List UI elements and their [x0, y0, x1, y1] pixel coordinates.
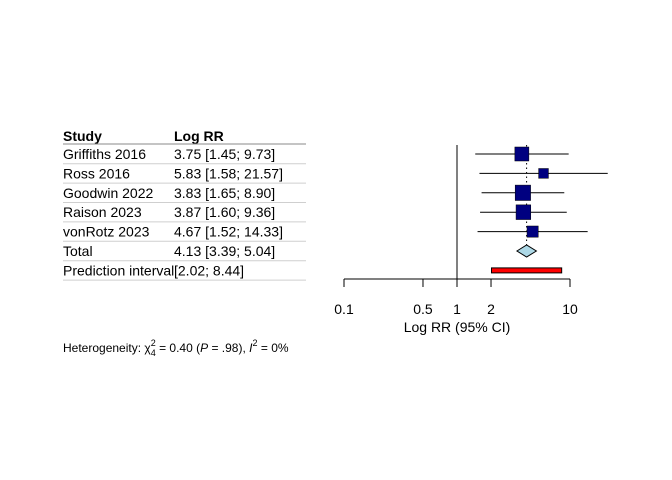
- x-axis: 0.1 0.5 1 2 10: [334, 278, 578, 317]
- column-header-log-rr: Log RR: [174, 128, 224, 144]
- het-i-value: = 0%: [258, 341, 289, 355]
- plot-area: [456, 145, 608, 279]
- study-estimate-square: [514, 146, 530, 162]
- x-tick-label: 2: [487, 301, 495, 317]
- row-ci-text: 4.13 [3.39; 5.04]: [174, 243, 275, 259]
- het-prefix: Heterogeneity:: [63, 341, 144, 355]
- column-header-study: Study: [63, 128, 102, 144]
- row-ci-text: 4.67 [1.52; 14.33]: [174, 224, 283, 240]
- row-label: Total: [63, 243, 93, 259]
- study-estimate-square: [538, 168, 549, 179]
- pooled-diamond: [515, 244, 538, 258]
- row-label: Griffiths 2016: [63, 146, 146, 162]
- row-label: Prediction interval: [63, 262, 174, 278]
- row-ci-text: [2.02; 8.44]: [174, 262, 244, 278]
- het-i-symbol: I: [249, 341, 253, 355]
- het-p-symbol: P: [200, 341, 208, 355]
- het-i-sup: 2: [253, 338, 258, 348]
- prediction-interval-bar: [491, 267, 563, 274]
- row-ci-text: 3.75 [1.45; 9.73]: [174, 146, 275, 162]
- row-ci-text: 3.87 [1.60; 9.36]: [174, 204, 275, 220]
- study-estimate-square: [526, 225, 539, 238]
- study-estimate-square: [514, 184, 531, 201]
- row-label: Goodwin 2022: [63, 185, 154, 201]
- x-tick-label: 0.5: [413, 301, 433, 317]
- x-axis-label: Log RR (95% CI): [404, 319, 511, 335]
- het-chi-symbol: χ: [144, 341, 151, 355]
- het-p-value: = .98),: [208, 341, 249, 355]
- table-rows: Griffiths 2016 3.75 [1.45; 9.73] Ross 2016…: [63, 146, 306, 281]
- het-chi-sup: 2: [151, 338, 156, 348]
- heterogeneity-text: Heterogeneity: χ2 4 = 0.40 (P = .98), I2 …: [63, 338, 289, 358]
- row-label: vonRotz 2023: [63, 224, 150, 240]
- row-label: Raison 2023: [63, 204, 142, 220]
- het-chi-value: = 0.40 (: [156, 341, 200, 355]
- row-ci-text: 3.83 [1.65; 8.90]: [174, 185, 275, 201]
- x-tick-label: 0.1: [334, 301, 354, 317]
- row-label: Ross 2016: [63, 165, 130, 181]
- row-ci-text: 5.83 [1.58; 21.57]: [174, 165, 283, 181]
- x-tick-label: 10: [562, 301, 578, 317]
- het-chi-sub: 4: [151, 348, 156, 358]
- x-tick-label: 1: [453, 301, 461, 317]
- study-estimate-square: [515, 204, 532, 220]
